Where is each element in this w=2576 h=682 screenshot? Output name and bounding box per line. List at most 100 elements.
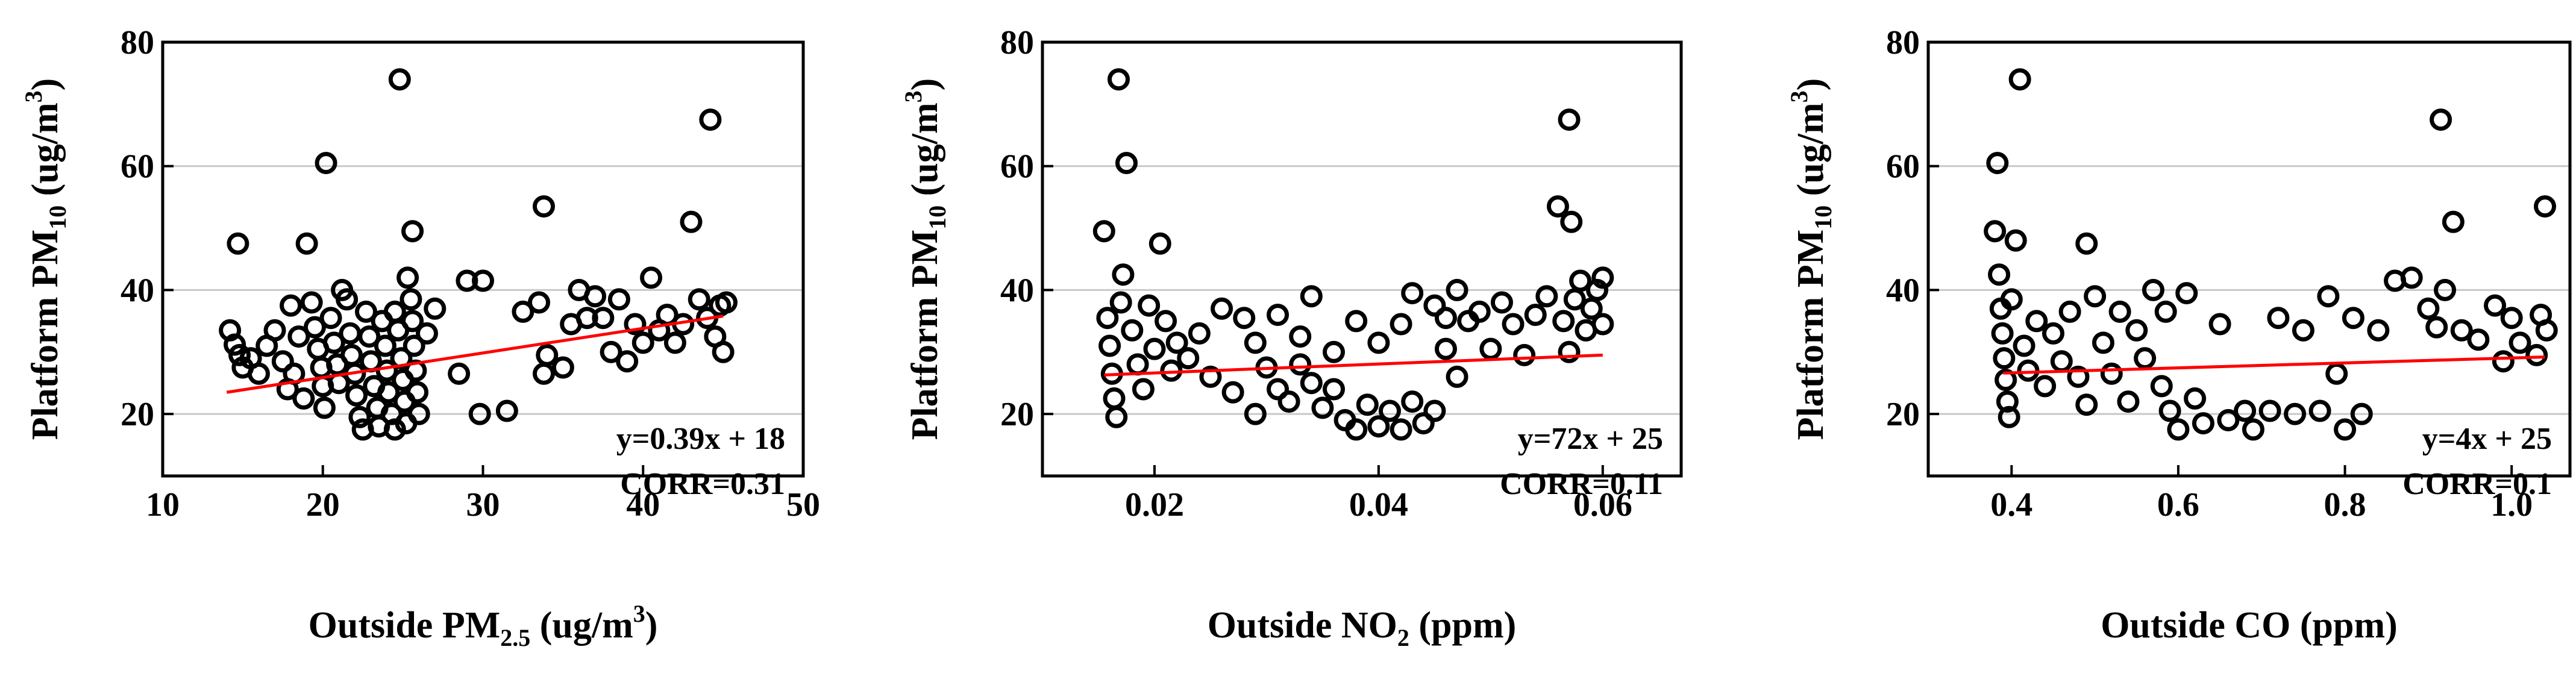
data-point bbox=[1995, 369, 2017, 392]
data-point bbox=[1233, 307, 1256, 330]
data-point bbox=[512, 300, 534, 323]
data-point bbox=[415, 322, 438, 345]
data-point bbox=[2025, 310, 2048, 333]
data-point bbox=[2075, 393, 2098, 416]
correlation-label: CORR=0.1 bbox=[2402, 467, 2552, 501]
data-point bbox=[448, 362, 471, 385]
data-point bbox=[1098, 334, 1121, 357]
data-point bbox=[616, 350, 639, 373]
x-tick-label: 10 bbox=[146, 486, 180, 524]
data-point bbox=[424, 297, 447, 320]
data-point bbox=[1149, 232, 1171, 255]
data-point bbox=[2184, 387, 2207, 410]
data-point bbox=[712, 340, 735, 363]
data-point bbox=[2535, 319, 2558, 342]
data-point bbox=[336, 288, 359, 311]
data-point bbox=[2525, 343, 2548, 366]
data-point bbox=[1560, 210, 1583, 233]
data-point bbox=[1984, 220, 2007, 243]
y-tick-label: 60 bbox=[1000, 148, 1034, 186]
data-point bbox=[2284, 402, 2307, 425]
data-point bbox=[1591, 313, 1614, 336]
data-point bbox=[1367, 415, 1390, 438]
y-tick-label: 20 bbox=[121, 396, 154, 433]
data-point bbox=[1446, 278, 1468, 301]
data-point bbox=[1311, 396, 1334, 419]
data-point bbox=[663, 331, 686, 354]
data-point bbox=[1177, 347, 1200, 370]
data-point bbox=[1998, 405, 2020, 428]
data-point bbox=[1300, 285, 1323, 308]
data-point bbox=[2008, 68, 2031, 91]
data-point bbox=[1991, 322, 2014, 345]
data-point bbox=[1390, 313, 1412, 336]
y-tick-label: 40 bbox=[121, 272, 154, 309]
data-point bbox=[1221, 381, 1244, 404]
x-axis-title: Outside PM2.5 (ug/m3) bbox=[309, 600, 658, 651]
data-point bbox=[2342, 307, 2364, 330]
data-point bbox=[1300, 372, 1323, 395]
data-point bbox=[1105, 405, 1128, 428]
x-tick-label: 0.06 bbox=[1573, 486, 1632, 524]
y-tick-label: 80 bbox=[121, 24, 154, 61]
data-point bbox=[551, 356, 574, 379]
data-point bbox=[406, 381, 429, 404]
data-point bbox=[2058, 300, 2081, 323]
data-point bbox=[263, 319, 286, 342]
data-point bbox=[2234, 399, 2257, 422]
data-point bbox=[300, 291, 323, 314]
x-tick-label: 20 bbox=[306, 486, 340, 524]
data-point bbox=[1109, 291, 1132, 314]
data-point bbox=[227, 232, 249, 255]
data-point bbox=[2167, 418, 2190, 441]
data-point bbox=[1535, 285, 1558, 308]
data-point bbox=[280, 294, 302, 317]
data-point bbox=[2434, 278, 2457, 301]
data-point bbox=[1244, 331, 1267, 354]
data-point bbox=[584, 285, 607, 308]
data-point bbox=[319, 307, 342, 330]
data-point bbox=[355, 300, 378, 323]
y-tick-label: 60 bbox=[121, 148, 154, 186]
data-point bbox=[295, 232, 318, 255]
data-point bbox=[1323, 378, 1346, 401]
chart-panel-3: 20 40 60 80 0.4 0.6 0.8 1.0 y=4x + 25 CORR=0.1 Out… bbox=[1785, 24, 2572, 646]
data-point bbox=[2092, 331, 2114, 354]
data-point bbox=[2084, 285, 2107, 308]
data-point bbox=[2367, 319, 2390, 342]
data-point bbox=[401, 310, 424, 333]
data-point bbox=[303, 316, 326, 339]
data-point bbox=[2484, 294, 2507, 317]
data-point bbox=[2004, 229, 2027, 252]
data-point bbox=[1996, 390, 2019, 413]
y-axis-title: Platform PM10 (ug/m3) bbox=[1785, 78, 1837, 440]
x-tick-label: 0.6 bbox=[2157, 486, 2199, 524]
data-point bbox=[1289, 353, 1312, 376]
data-point bbox=[1401, 282, 1424, 305]
data-point bbox=[2042, 322, 2064, 345]
data-point bbox=[2417, 297, 2440, 320]
data-point bbox=[1345, 418, 1368, 441]
data-point bbox=[2013, 334, 2035, 357]
x-tick-label: 0.4 bbox=[1990, 486, 2032, 524]
y-tick-label: 40 bbox=[1000, 272, 1034, 309]
data-point bbox=[1267, 304, 1290, 327]
data-point bbox=[2292, 319, 2314, 342]
regression-line bbox=[2003, 355, 2545, 375]
data-point bbox=[2350, 402, 2373, 425]
data-point bbox=[358, 325, 381, 348]
data-point bbox=[2400, 266, 2423, 289]
data-point bbox=[2208, 313, 2231, 336]
data-point bbox=[495, 399, 518, 422]
data-point bbox=[1345, 310, 1368, 333]
data-point bbox=[340, 343, 363, 366]
data-point bbox=[1993, 347, 2016, 370]
x-tick-label: 1.0 bbox=[2490, 486, 2533, 524]
data-point bbox=[1479, 337, 1502, 360]
data-point bbox=[680, 210, 703, 233]
data-point bbox=[2430, 108, 2452, 131]
data-point bbox=[2034, 375, 2057, 398]
data-point bbox=[396, 266, 419, 289]
y-tick-label: 20 bbox=[1000, 396, 1034, 433]
correlation-label: CORR=0.31 bbox=[620, 467, 785, 501]
